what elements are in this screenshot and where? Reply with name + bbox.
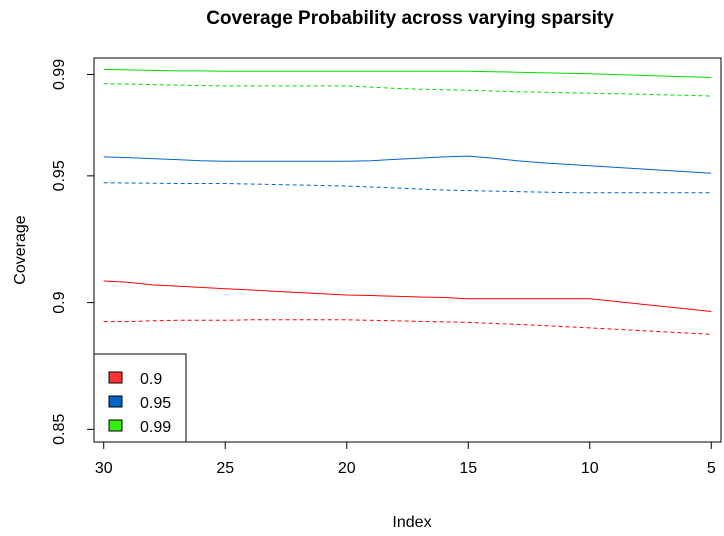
legend: 0.9 0.95 0.99 xyxy=(93,353,187,443)
legend-swatch xyxy=(108,395,123,408)
series-line-0 xyxy=(103,280,712,312)
y-tick-label: 0.95 xyxy=(51,160,68,191)
x-tick-label: 20 xyxy=(338,460,356,477)
legend-swatch xyxy=(108,371,123,384)
series-line-5 xyxy=(103,83,712,97)
y-axis-label: Coverage xyxy=(12,215,29,284)
y-tick-label: 0.85 xyxy=(51,414,68,445)
y-tick-label: 0.9 xyxy=(51,291,68,313)
series-layer xyxy=(103,68,712,335)
x-tick-label: 10 xyxy=(581,460,599,477)
legend-label: 0.99 xyxy=(140,419,171,436)
series-line-1 xyxy=(103,319,712,335)
legend-box xyxy=(93,353,187,443)
y-tick-label: 0.99 xyxy=(51,59,68,90)
chart-title: Coverage Probability across varying spar… xyxy=(206,8,614,29)
x-tick-label: 15 xyxy=(459,460,477,477)
x-tick-label: 30 xyxy=(95,460,113,477)
legend-swatch xyxy=(108,419,123,432)
x-tick-label: 25 xyxy=(216,460,234,477)
x-axis-label: Index xyxy=(392,514,431,531)
series-line-3 xyxy=(103,182,712,194)
x-axis: 30 25 20 15 10 5 xyxy=(95,442,716,477)
legend-label: 0.95 xyxy=(140,395,171,412)
y-axis: 0.85 0.9 0.95 0.99 xyxy=(51,59,94,445)
series-line-2 xyxy=(103,155,712,174)
series-line-4 xyxy=(103,68,712,78)
plot-frame xyxy=(93,57,722,443)
x-tick-label: 5 xyxy=(707,460,716,477)
legend-label: 0.9 xyxy=(140,371,162,388)
